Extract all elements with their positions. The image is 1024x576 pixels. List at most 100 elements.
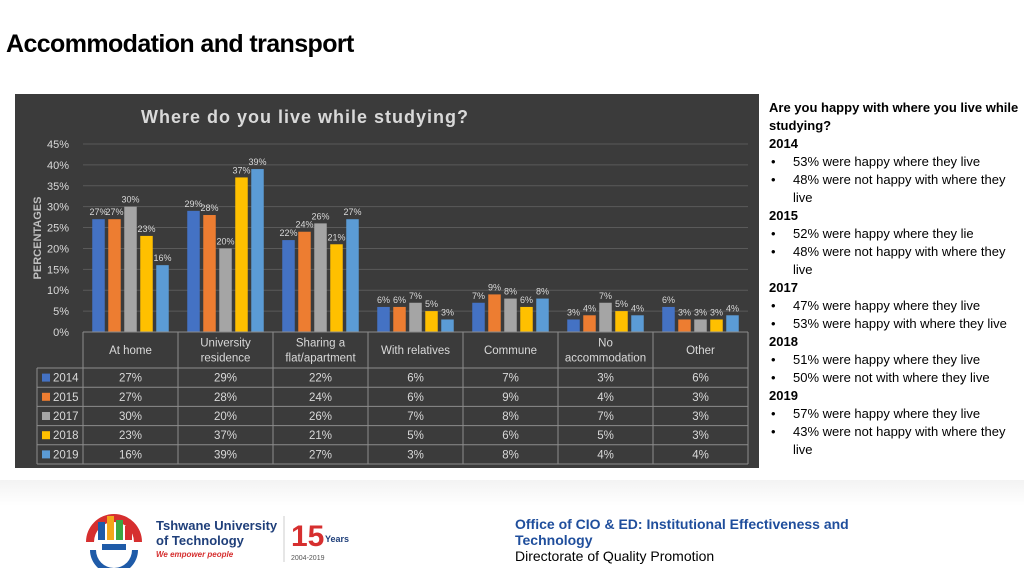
- table-cell: 30%: [119, 411, 142, 423]
- table-cell: 22%: [309, 373, 332, 385]
- bar: [156, 265, 169, 332]
- bar: [124, 206, 137, 332]
- bar: [330, 244, 343, 332]
- data-label: 26%: [311, 211, 329, 221]
- bar: [726, 315, 739, 332]
- table-cell: 29%: [214, 373, 237, 385]
- table-cell: 5%: [407, 430, 424, 442]
- bar: [251, 169, 264, 332]
- x-category-label: accommodation: [565, 353, 646, 365]
- table-cell: 37%: [214, 430, 237, 442]
- logo-anniversary-range: 2004-2019: [291, 555, 325, 562]
- table-cell: 3%: [692, 411, 709, 423]
- bar: [520, 306, 533, 332]
- x-category-label: residence: [201, 353, 251, 365]
- table-cell: 16%: [119, 449, 142, 461]
- x-category-label: flat/apartment: [285, 353, 356, 365]
- legend-swatch: [42, 392, 50, 401]
- data-label: 6%: [520, 295, 533, 305]
- table-cell: 39%: [214, 449, 237, 461]
- x-category-label: Sharing a: [296, 338, 346, 350]
- data-label: 8%: [536, 287, 549, 297]
- bar: [441, 319, 454, 332]
- list-item: 43% were not happy with where they live: [769, 423, 1019, 459]
- list-item: 51% were happy where they live: [769, 351, 1019, 369]
- data-label: 29%: [184, 199, 202, 209]
- year-block: 2014 53% were happy where they live 48% …: [769, 135, 1019, 207]
- year-block: 2018 51% were happy where they live 50% …: [769, 333, 1019, 387]
- x-category-label: At home: [109, 345, 152, 357]
- bar: [203, 215, 216, 332]
- table-cell: 27%: [119, 373, 142, 385]
- bar: [377, 306, 390, 332]
- x-category-label: No: [598, 338, 613, 350]
- table-cell: 3%: [407, 449, 424, 461]
- footer-line3: Directorate of Quality Promotion: [515, 548, 715, 564]
- data-label: 37%: [232, 165, 250, 175]
- table-cell: 6%: [502, 430, 519, 442]
- bar: [583, 315, 596, 332]
- data-label: 16%: [153, 253, 171, 263]
- y-tick-label: 10%: [47, 285, 69, 297]
- table-cell: 3%: [597, 373, 614, 385]
- data-label: 27%: [89, 207, 107, 217]
- footer-band: [0, 480, 1024, 506]
- table-cell: 8%: [502, 411, 519, 423]
- table-cell: 3%: [692, 430, 709, 442]
- data-label: 3%: [567, 307, 580, 317]
- table-cell: 4%: [692, 449, 709, 461]
- year-heading: 2017: [769, 280, 798, 295]
- data-label: 30%: [121, 195, 139, 205]
- table-cell: 24%: [309, 392, 332, 404]
- year-heading: 2019: [769, 388, 798, 403]
- legend-swatch: [42, 450, 50, 459]
- bar: [710, 319, 723, 332]
- list-item: 53% were happy where they live: [769, 153, 1019, 171]
- bar: [282, 240, 295, 332]
- legend-label: 2018: [53, 430, 79, 442]
- data-label: 6%: [662, 295, 675, 305]
- bar: [662, 306, 675, 332]
- side-question: Are you happy with where you live while …: [769, 100, 1019, 133]
- legend-label: 2015: [53, 392, 79, 404]
- side-panel: Are you happy with where you live while …: [769, 99, 1019, 459]
- footer-text: Office of CIO & ED: Institutional Effect…: [515, 516, 915, 564]
- data-label: 4%: [631, 303, 644, 313]
- table-cell: 27%: [119, 392, 142, 404]
- bar: [488, 294, 501, 332]
- data-label: 28%: [200, 203, 218, 213]
- table-cell: 27%: [309, 449, 332, 461]
- y-tick-label: 20%: [47, 243, 69, 255]
- table-cell: 8%: [502, 449, 519, 461]
- bar: [504, 298, 517, 332]
- data-label: 4%: [726, 303, 739, 313]
- x-category-label: With relatives: [381, 345, 450, 357]
- data-label: 20%: [216, 236, 234, 246]
- page-title: Accommodation and transport: [6, 30, 354, 58]
- year-block: 2015 52% were happy where they lie 48% w…: [769, 207, 1019, 279]
- year-heading: 2018: [769, 334, 798, 349]
- table-cell: 28%: [214, 392, 237, 404]
- legend-swatch: [42, 412, 50, 420]
- chart-title: Where do you live while studying?: [141, 107, 469, 127]
- table-cell: 6%: [407, 373, 424, 385]
- logo-anniversary-word: Years: [325, 534, 349, 544]
- x-category-label: Other: [686, 345, 715, 357]
- table-cell: 5%: [597, 430, 614, 442]
- list-item: 48% were not happy with where they live: [769, 171, 1019, 207]
- bar: [599, 302, 612, 332]
- table-cell: 7%: [502, 373, 519, 385]
- bar: [219, 248, 232, 332]
- data-label: 8%: [504, 287, 517, 297]
- bar: [108, 219, 121, 332]
- x-category-label: University: [200, 338, 251, 350]
- university-logo: Tshwane University of Technology We empo…: [86, 514, 349, 568]
- chart-panel: Where do you live while studying? 0% 5% 10%…: [15, 94, 759, 468]
- table-cell: 4%: [597, 392, 614, 404]
- footer-line1: Office of CIO & ED: Institutional Effect…: [515, 516, 849, 532]
- data-label: 3%: [678, 307, 691, 317]
- data-label: 3%: [710, 307, 723, 317]
- data-label: 5%: [425, 299, 438, 309]
- data-label: 6%: [393, 295, 406, 305]
- y-tick-label: 40%: [47, 160, 69, 172]
